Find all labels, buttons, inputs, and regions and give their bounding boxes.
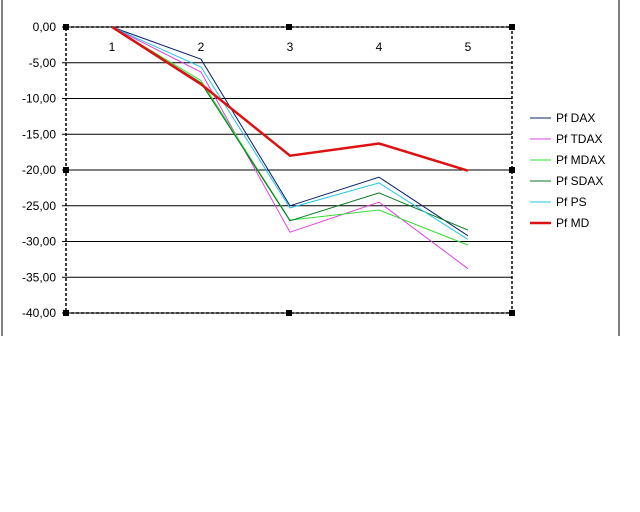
series-lines (111, 25, 469, 270)
x-tick-label: 2 (198, 40, 205, 54)
y-tick-label: 0,00 (33, 20, 57, 34)
selection-handle (63, 310, 69, 316)
selection-handle (286, 310, 292, 316)
x-tick-label: 1 (109, 40, 116, 54)
legend-label: Pf PS (556, 195, 587, 209)
legend-label: Pf TDAX (556, 132, 602, 146)
y-tick-label: -25,00 (22, 199, 56, 213)
x-tick-label: 5 (465, 40, 472, 54)
y-tick-label: -10,00 (22, 92, 56, 106)
selection-handle (509, 167, 515, 173)
y-tick-label: -5,00 (29, 56, 57, 70)
gridlines (66, 26, 512, 314)
series-line (111, 26, 469, 240)
y-tick-label: -20,00 (22, 163, 56, 177)
y-tick-label: -30,00 (22, 235, 56, 249)
legend-label: Pf MDAX (556, 153, 605, 167)
selection-handle (286, 24, 292, 30)
selection-handle (509, 24, 515, 30)
x-axis: 1 2 3 4 5 (109, 40, 472, 54)
series-line (111, 26, 469, 237)
legend-label: Pf DAX (556, 111, 595, 125)
selection-handle (509, 310, 515, 316)
y-axis: 0,00 -5,00 -10,00 -15,00 -20,00 -25,00 -30,00 -… (22, 20, 66, 320)
x-tick-label: 4 (376, 40, 383, 54)
series-line (111, 25, 469, 172)
selection-handle (63, 167, 69, 173)
y-tick-label: -15,00 (22, 127, 56, 141)
x-tick-label: 3 (287, 40, 294, 54)
legend[interactable]: Pf DAX Pf TDAX Pf MDAX Pf SDAX Pf PS Pf MD (530, 111, 605, 230)
series-line (111, 26, 469, 270)
y-tick-label: -40,00 (22, 306, 56, 320)
legend-label: Pf SDAX (556, 174, 603, 188)
selection-handles (63, 24, 515, 316)
selection-handle (63, 24, 69, 30)
y-tick-label: -35,00 (22, 270, 56, 284)
legend-label: Pf MD (556, 216, 590, 230)
